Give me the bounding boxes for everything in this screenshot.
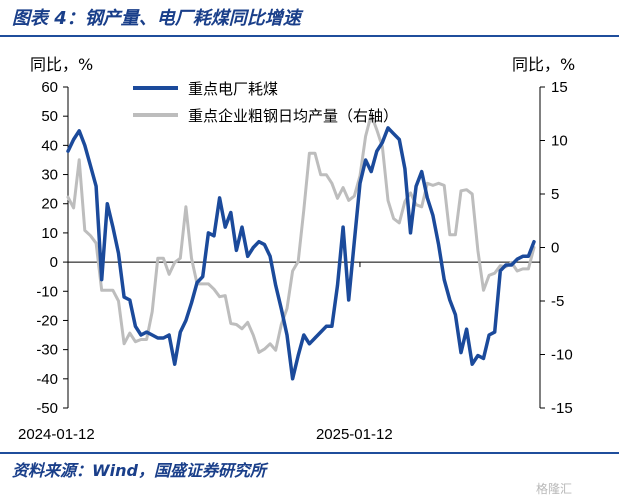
- left-tick-label-5: 10: [41, 225, 58, 242]
- right-tick-label-4: -5: [551, 293, 564, 310]
- right-tick-label-2: 5: [551, 186, 559, 203]
- left-tick-label-6: 0: [50, 254, 58, 271]
- left-tick-label-0: 60: [41, 79, 58, 96]
- watermark: 格隆汇: [536, 482, 573, 496]
- series-line-steel: [66, 113, 536, 354]
- right-tick-label-6: -15: [551, 400, 573, 417]
- left-axis-ticks: 60 50 40 30 20 10 0 -10 -20 -30 -40 -50: [36, 79, 68, 417]
- left-tick-label-1: 50: [41, 108, 58, 125]
- left-tick-label-3: 30: [41, 167, 58, 184]
- right-axis-ticks: 15 10 5 0 -5 -10 -15: [540, 79, 573, 417]
- left-tick-label-2: 40: [41, 137, 58, 154]
- left-tick-label-10: -40: [36, 371, 58, 388]
- left-tick-label-9: -30: [36, 342, 58, 359]
- legend-label-steel: 重点企业粗钢日均产量（右轴）: [188, 107, 398, 125]
- right-axis-unit: 同比，%: [512, 55, 575, 74]
- x-axis-ticks: 2024-01-12 2025-01-12: [18, 262, 393, 443]
- left-tick-label-8: -20: [36, 312, 58, 329]
- left-tick-label-4: 20: [41, 196, 58, 213]
- source-note: 资料来源：Wind，国盛证券研究所: [12, 461, 266, 480]
- right-tick-label-0: 15: [551, 79, 568, 96]
- left-axis-unit: 同比，%: [30, 55, 93, 74]
- top-divider: [0, 35, 619, 37]
- left-tick-label-7: -10: [36, 283, 58, 300]
- legend-label-coal: 重点电厂耗煤: [188, 80, 278, 98]
- bottom-divider: [0, 452, 619, 454]
- series-line-coal: [66, 126, 536, 381]
- right-tick-label-5: -10: [551, 347, 573, 364]
- x-tick-label-0: 2024-01-12: [18, 426, 95, 443]
- left-tick-label-11: -50: [36, 400, 58, 417]
- figure-title: 图表 4：钢产量、电厂耗煤同比增速: [12, 8, 301, 29]
- legend: 重点电厂耗煤 重点企业粗钢日均产量（右轴）: [133, 80, 398, 125]
- series: [66, 113, 536, 381]
- right-tick-label-1: 10: [551, 133, 568, 150]
- right-tick-label-3: 0: [551, 240, 559, 257]
- x-tick-label-1: 2025-01-12: [316, 426, 393, 443]
